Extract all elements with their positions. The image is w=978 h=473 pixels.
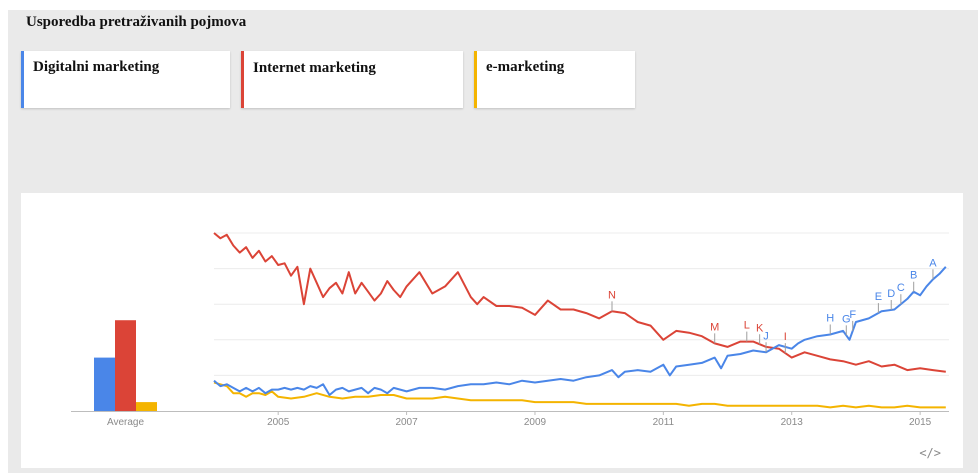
annotation-label: C [897, 282, 905, 294]
term-card-internet-marketing[interactable]: Internet marketing [241, 51, 463, 108]
series-line [213, 232, 946, 373]
term-label: e-marketing [486, 59, 565, 75]
left-strip [0, 10, 8, 473]
term-label: Digitalni marketing [33, 59, 160, 75]
annotation-label: J [763, 330, 769, 342]
annotation-label: N [608, 289, 616, 301]
annotation-label: F [849, 309, 856, 321]
series-line [213, 266, 947, 396]
annotation-label: L [744, 320, 750, 332]
top-strip [0, 0, 978, 10]
term-color-bar [21, 51, 24, 108]
annotation-label: B [910, 270, 917, 282]
x-tick-label: 2005 [267, 417, 290, 428]
series-line [213, 381, 946, 409]
annotation-label: E [875, 291, 882, 303]
x-tick-label: 2007 [395, 417, 418, 428]
average-bar [115, 320, 136, 411]
x-tick-label: 2011 [653, 417, 675, 428]
term-color-bar [474, 51, 477, 108]
annotation-label: A [929, 257, 937, 269]
embed-code-icon[interactable]: </> [919, 446, 941, 460]
annotation-label: H [826, 312, 834, 324]
chart-panel: Average 2005 2007 2009 2011 2013 2015 N M L K J I H G F… [21, 193, 963, 468]
term-color-bar [241, 51, 244, 108]
term-card-e-marketing[interactable]: e-marketing [474, 51, 635, 108]
x-tick-label: 2009 [524, 417, 547, 428]
annotation-label: G [842, 313, 851, 325]
average-bar [94, 357, 115, 411]
average-bar [136, 402, 157, 411]
page-title: Usporedba pretraživanih pojmova [26, 14, 247, 30]
annotation-label: M [710, 321, 719, 333]
x-tick-label: 2015 [909, 417, 932, 428]
x-tick-label: Average [107, 417, 145, 428]
x-tick-label: 2013 [781, 417, 804, 428]
annotation-label: D [887, 288, 895, 300]
interest-over-time-chart: Average 2005 2007 2009 2011 2013 2015 N M L KJ I H GF… [71, 232, 949, 428]
term-card-digitalni-marketing[interactable]: Digitalni marketing [21, 51, 230, 108]
term-label: Internet marketing [253, 60, 376, 76]
annotation-label: K [756, 322, 764, 334]
annotation-label: I [784, 331, 787, 343]
